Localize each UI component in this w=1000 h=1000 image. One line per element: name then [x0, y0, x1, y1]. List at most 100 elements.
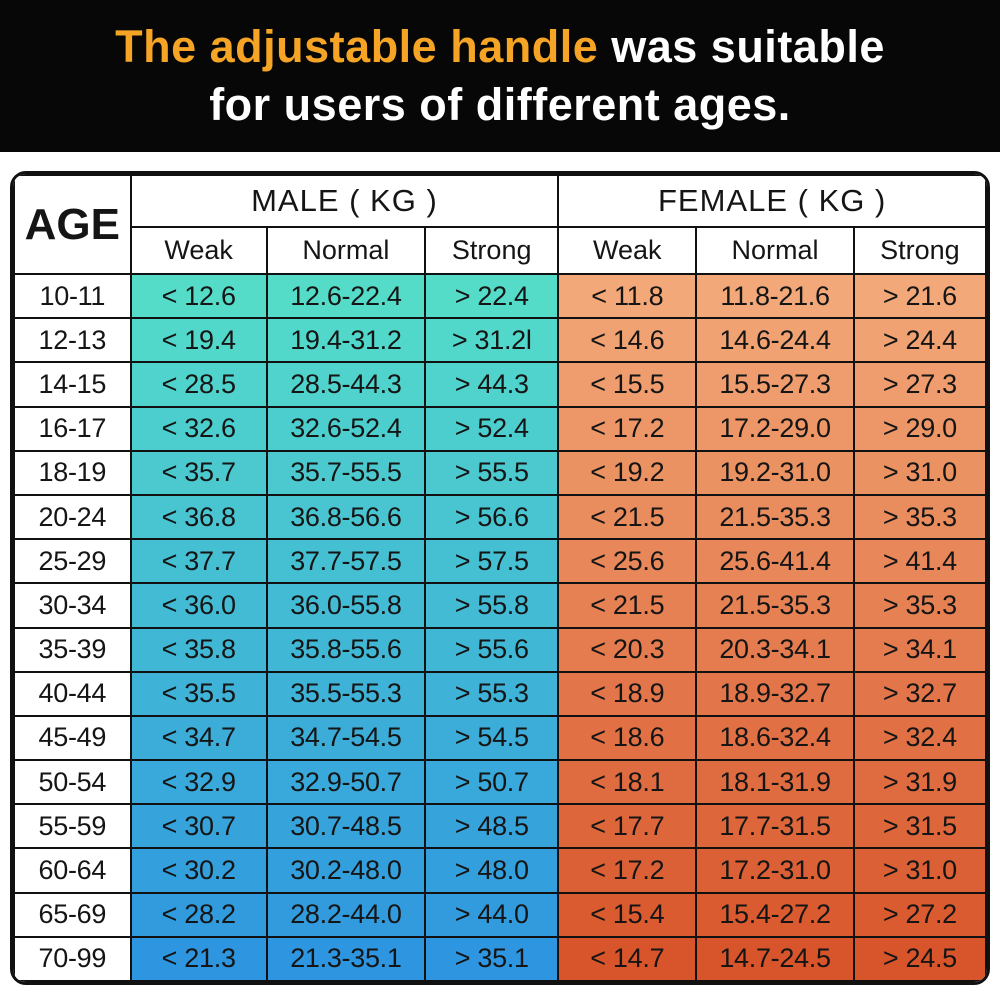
age-cell: 10-11	[13, 272, 132, 320]
title-highlight: The adjustable handle	[115, 21, 599, 73]
male-value-cell: 35.8-55.6	[265, 626, 427, 673]
female-value-cell: > 35.3	[852, 582, 987, 629]
female-value-cell: > 32.7	[852, 670, 987, 717]
male-value-cell: > 48.5	[424, 803, 560, 850]
age-cell: 25-29	[13, 538, 132, 585]
male-value-cell: > 55.5	[424, 449, 560, 496]
table-row: 30-34 < 36.0 36.0-55.8 > 55.8 < 21.5 21.5-35.…	[13, 582, 987, 629]
male-value-cell: > 56.6	[424, 493, 560, 541]
male-value-cell: < 12.6	[129, 272, 268, 320]
female-value-cell: < 14.7	[557, 935, 698, 982]
male-value-cell: 36.0-55.8	[265, 582, 427, 629]
table-row: 40-44 < 35.5 35.5-55.3 > 55.3 < 18.9 18.9-32.…	[13, 670, 987, 717]
male-value-cell: > 55.6	[424, 626, 560, 673]
female-value-cell: > 31.9	[852, 759, 987, 806]
female-value-cell: 17.2-31.0	[695, 847, 855, 894]
table-row: 70-99 < 21.3 21.3-35.1 > 35.1 < 14.7 14.7-24.…	[13, 935, 987, 982]
male-value-cell: > 48.0	[424, 847, 560, 894]
male-value-cell: < 28.5	[129, 361, 268, 408]
male-value-cell: < 35.8	[129, 626, 268, 673]
title-banner: The adjustable handle was suitable for u…	[0, 0, 1000, 152]
male-value-cell: < 32.6	[129, 405, 268, 452]
female-value-cell: < 17.2	[557, 405, 698, 452]
female-value-cell: 15.5-27.3	[695, 361, 855, 408]
table-row: 20-24 < 36.8 36.8-56.6 > 56.6 < 21.5 21.5-35.…	[13, 493, 987, 541]
female-value-cell: < 18.9	[557, 670, 698, 717]
male-value-cell: < 35.7	[129, 449, 268, 496]
female-value-cell: > 31.5	[852, 803, 987, 850]
strength-table: AGE MALE ( KG ) FEMALE ( KG ) Weak Norma…	[10, 171, 990, 985]
title-rest: was suitable	[598, 21, 885, 73]
male-value-cell: > 44.3	[424, 361, 560, 408]
female-value-cell: > 27.3	[852, 361, 987, 408]
female-value-cell: > 24.4	[852, 317, 987, 364]
table-row: 50-54 < 32.9 32.9-50.7 > 50.7 < 18.1 18.1-31.…	[13, 759, 987, 806]
age-cell: 70-99	[13, 935, 132, 982]
female-value-cell: < 15.4	[557, 891, 698, 938]
female-value-cell: < 21.5	[557, 582, 698, 629]
male-value-cell: 19.4-31.2	[265, 317, 427, 364]
female-value-cell: > 35.3	[852, 493, 987, 541]
female-value-cell: 18.1-31.9	[695, 759, 855, 806]
male-value-cell: > 35.1	[424, 935, 560, 982]
male-value-cell: < 36.0	[129, 582, 268, 629]
age-cell: 14-15	[13, 361, 132, 408]
table-row: 25-29 < 37.7 37.7-57.5 > 57.5 < 25.6 25.6-41.…	[13, 538, 987, 585]
male-value-cell: < 21.3	[129, 935, 268, 982]
male-value-cell: < 30.2	[129, 847, 268, 894]
male-value-cell: < 32.9	[129, 759, 268, 806]
male-value-cell: > 50.7	[424, 759, 560, 806]
male-value-cell: > 54.5	[424, 714, 560, 762]
female-group-header: FEMALE ( KG )	[557, 174, 987, 228]
female-value-cell: < 14.6	[557, 317, 698, 364]
age-cell: 55-59	[13, 803, 132, 850]
female-value-cell: 14.7-24.5	[695, 935, 855, 982]
table-row: 45-49 < 34.7 34.7-54.5 > 54.5 < 18.6 18.6-32.…	[13, 714, 987, 762]
age-cell: 16-17	[13, 405, 132, 452]
age-cell: 60-64	[13, 847, 132, 894]
table-row: 55-59 < 30.7 30.7-48.5 > 48.5 < 17.7 17.7-31.…	[13, 803, 987, 850]
strength-table-grid: AGE MALE ( KG ) FEMALE ( KG ) Weak Norma…	[13, 174, 987, 982]
male-value-cell: 32.6-52.4	[265, 405, 427, 452]
female-strong-header: Strong	[852, 226, 987, 275]
female-value-cell: < 18.6	[557, 714, 698, 762]
female-value-cell: < 20.3	[557, 626, 698, 673]
female-value-cell: 15.4-27.2	[695, 891, 855, 938]
male-value-cell: 30.7-48.5	[265, 803, 427, 850]
male-value-cell: > 55.3	[424, 670, 560, 717]
female-value-cell: < 25.6	[557, 538, 698, 585]
female-value-cell: < 17.2	[557, 847, 698, 894]
male-value-cell: 35.5-55.3	[265, 670, 427, 717]
female-value-cell: > 24.5	[852, 935, 987, 982]
female-value-cell: < 17.7	[557, 803, 698, 850]
female-value-cell: 18.6-32.4	[695, 714, 855, 762]
title-line2: for users of different ages.	[209, 79, 791, 130]
male-value-cell: < 30.7	[129, 803, 268, 850]
age-cell: 35-39	[13, 626, 132, 673]
male-value-cell: 36.8-56.6	[265, 493, 427, 541]
age-cell: 20-24	[13, 493, 132, 541]
age-cell: 40-44	[13, 670, 132, 717]
table-body: 10-11 < 12.6 12.6-22.4 > 22.4 < 11.8 11.8-21.…	[13, 272, 987, 982]
table-row: 10-11 < 12.6 12.6-22.4 > 22.4 < 11.8 11.8-21.…	[13, 272, 987, 320]
male-value-cell: < 35.5	[129, 670, 268, 717]
male-value-cell: < 36.8	[129, 493, 268, 541]
female-value-cell: 20.3-34.1	[695, 626, 855, 673]
female-value-cell: 19.2-31.0	[695, 449, 855, 496]
table-row: 12-13 < 19.4 19.4-31.2 > 31.2l < 14.6 14.6-24…	[13, 317, 987, 364]
female-normal-header: Normal	[695, 226, 855, 275]
male-value-cell: 30.2-48.0	[265, 847, 427, 894]
male-value-cell: < 19.4	[129, 317, 268, 364]
female-value-cell: < 18.1	[557, 759, 698, 806]
table-row: 16-17 < 32.6 32.6-52.4 > 52.4 < 17.2 17.2-29.…	[13, 405, 987, 452]
table-row: 35-39 < 35.8 35.8-55.6 > 55.6 < 20.3 20.3-34.…	[13, 626, 987, 673]
male-value-cell: 28.2-44.0	[265, 891, 427, 938]
female-value-cell: > 21.6	[852, 272, 987, 320]
male-value-cell: 21.3-35.1	[265, 935, 427, 982]
female-value-cell: > 34.1	[852, 626, 987, 673]
age-cell: 50-54	[13, 759, 132, 806]
title-line1: The adjustable handle was suitable	[115, 18, 885, 76]
age-header: AGE	[13, 174, 132, 275]
age-cell: 18-19	[13, 449, 132, 496]
table-row: 18-19 < 35.7 35.7-55.5 > 55.5 < 19.2 19.2-31.…	[13, 449, 987, 496]
